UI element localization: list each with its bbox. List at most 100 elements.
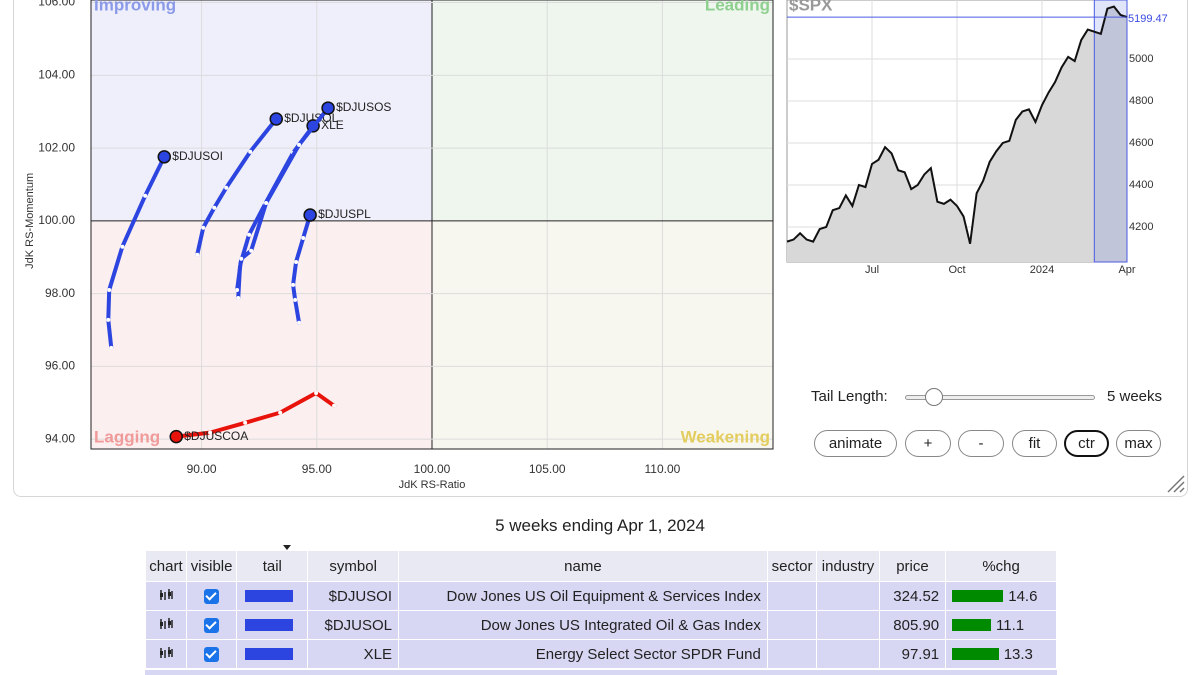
symbol-cell: $DJUSOL (307, 610, 400, 640)
control-button[interactable]: fit (1012, 430, 1057, 457)
y-tick-label: 94.00 (45, 431, 75, 445)
tail-cell (236, 639, 309, 669)
quadrant-label: Weakening (681, 427, 770, 446)
resize-grip (1167, 475, 1185, 493)
tail-head (157, 150, 172, 164)
tail-point (235, 287, 240, 292)
x-tick-label: 2024 (1030, 264, 1054, 276)
table-row: $DJUSOL Dow Jones US Integrated Oil & Gas… (145, 610, 1057, 640)
name-cell: Energy Select Sector SPDR Fund (398, 639, 768, 669)
visible-checkbox[interactable] (204, 647, 220, 663)
y-tick-label: 4400 (1129, 179, 1153, 191)
chg-wrap: 11.1 (952, 617, 1050, 634)
tail-cell (236, 610, 309, 640)
tail-point (107, 287, 112, 292)
chg-wrap: 13.3 (952, 646, 1050, 663)
tail-line (106, 154, 167, 350)
symbol-label: $DJUSOS (336, 100, 391, 114)
sector-cell (766, 639, 818, 669)
tail-slider-knob[interactable] (925, 388, 943, 406)
tail-color[interactable] (245, 590, 294, 602)
column-header[interactable]: sector (766, 550, 818, 582)
column-header[interactable]: symbol (307, 550, 400, 582)
tail-slider[interactable] (905, 395, 1095, 400)
column-header[interactable]: visible (185, 550, 238, 582)
tail-line (291, 213, 313, 325)
tail-point (264, 201, 269, 206)
tail-cell (236, 581, 309, 611)
tail-point (278, 410, 283, 415)
name-cell: Dow Jones US Oil Equipment & Services In… (398, 581, 768, 611)
industry-cell (816, 639, 880, 669)
x-tick-label: 95.00 (302, 462, 332, 476)
y-tick-label: 4600 (1129, 137, 1153, 149)
industry-cell (816, 581, 880, 611)
caption: 5 weeks ending Apr 1, 2024 (495, 516, 705, 535)
symbol-cell: XLE (307, 639, 400, 669)
tail-color[interactable] (245, 619, 294, 631)
y-tick-label: 5000 (1129, 53, 1153, 65)
plot-frame (90, 0, 774, 450)
column-header[interactable]: %chg (945, 550, 1057, 582)
y-tick-label: 106.00 (38, 0, 75, 9)
tail-line (195, 116, 279, 257)
column-header[interactable]: tail (236, 550, 309, 582)
tail-point (314, 390, 319, 395)
charts: 90.00 95.00 100.00 105.00 110.00 94.00 96.00 98… (24, 0, 1185, 493)
tail-point (297, 320, 302, 325)
partial-row (145, 670, 1057, 675)
column-header[interactable]: industry (816, 550, 880, 582)
chg-value: 11.1 (996, 616, 1025, 634)
industry-cell (816, 610, 880, 640)
chart-icon[interactable] (159, 588, 173, 601)
y-tick-label: 100.00 (38, 213, 75, 227)
y-tick-label: 98.00 (45, 286, 75, 300)
y-tick-label: 104.00 (38, 67, 75, 81)
chg-wrap: 14.6 (952, 588, 1050, 605)
tail-line (235, 106, 331, 292)
y-tick-label: 4200 (1129, 221, 1153, 233)
x-tick-label: 100.00 (414, 462, 451, 476)
chart-icon[interactable] (159, 646, 173, 659)
tail-point (294, 259, 299, 264)
chart-icon-cell[interactable] (145, 610, 187, 640)
tail-point (236, 295, 241, 300)
price-cell: 805.90 (878, 610, 947, 640)
y-tick-label: 102.00 (38, 140, 75, 154)
chart-icon[interactable] (159, 617, 173, 630)
quadrant-label: Improving (94, 0, 176, 14)
chart-icon-cell[interactable] (145, 639, 187, 669)
chg-value: 13.3 (1003, 645, 1033, 663)
tail-point (201, 225, 206, 230)
sector-cell (766, 581, 818, 611)
tail-length-label: Tail Length: (811, 388, 888, 405)
column-header: chart (145, 550, 187, 582)
column-header[interactable]: name (398, 550, 768, 582)
x-tick-label: Jul (865, 264, 879, 276)
control-button[interactable]: max (1116, 430, 1161, 457)
column-header[interactable]: price (878, 550, 947, 582)
tail-point (195, 252, 200, 257)
chg-bar (952, 590, 1004, 602)
tail-point (301, 235, 306, 240)
symbol-label: $DJUSCOA (184, 429, 248, 443)
control-button[interactable]: + (905, 430, 951, 457)
tail-point (247, 232, 252, 237)
tail-color[interactable] (245, 648, 294, 660)
visible-checkbox[interactable] (204, 618, 220, 634)
control-button[interactable]: animate (814, 430, 897, 457)
sort-arrow (283, 545, 291, 550)
control-button[interactable]: ctr (1064, 430, 1109, 457)
quadrant-leading (432, 0, 773, 221)
tail-point (291, 282, 296, 287)
tail-point (249, 248, 254, 253)
symbol-label: $DJUSOI (172, 149, 223, 163)
tail-point (143, 193, 148, 198)
price-cell: 97.91 (878, 639, 947, 669)
visible-checkbox[interactable] (204, 589, 220, 605)
spx-title: $SPX (789, 0, 833, 14)
chart-icon-cell[interactable] (145, 581, 187, 611)
last-price-label: 5199.47 (1128, 13, 1168, 25)
control-button[interactable]: - (958, 430, 1004, 457)
